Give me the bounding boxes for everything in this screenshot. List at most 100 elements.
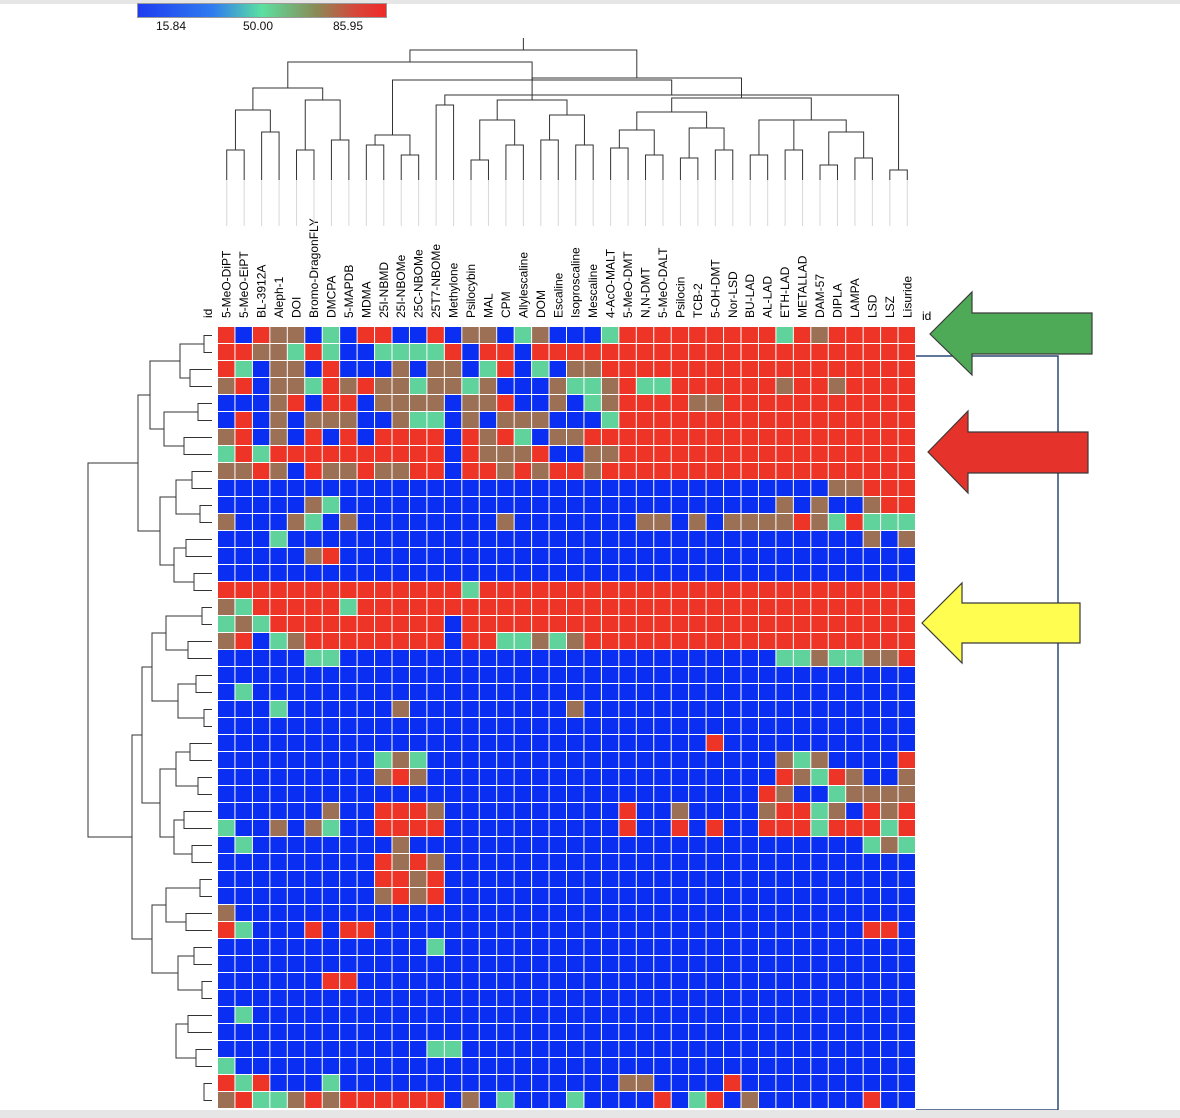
heatmap-cell — [793, 412, 811, 428]
heatmap-cell — [549, 667, 566, 683]
heatmap-cell — [252, 565, 270, 581]
heatmap-cell — [462, 854, 479, 870]
heatmap-cell — [846, 497, 863, 513]
heatmap-cell — [689, 480, 706, 496]
heatmap-cell — [270, 514, 287, 530]
heatmap-cell — [828, 327, 846, 343]
heatmap-cell — [427, 344, 444, 360]
dendrogram-link — [409, 49, 638, 78]
heatmap-cell — [218, 786, 235, 802]
column-label: 25I-NBMD — [377, 262, 391, 318]
heatmap-cell — [218, 939, 235, 955]
heatmap-cell — [287, 633, 305, 649]
heatmap-cell — [741, 1024, 758, 1040]
heatmap-cell — [567, 871, 584, 887]
heatmap-cell — [479, 1041, 497, 1057]
column-label: TCB-2 — [691, 283, 705, 318]
heatmap-cell — [427, 752, 444, 768]
heatmap-cell — [322, 769, 340, 785]
heatmap-cell — [741, 1007, 758, 1023]
heatmap-cell — [828, 582, 846, 598]
heatmap-cell — [409, 514, 427, 530]
heatmap-cell — [811, 973, 828, 989]
heatmap-cell — [462, 480, 479, 496]
heatmap-cell — [724, 888, 741, 904]
heatmap-cell — [409, 480, 427, 496]
heatmap-cell — [881, 548, 898, 564]
heatmap-cell — [340, 1092, 357, 1108]
heatmap-cell — [601, 973, 619, 989]
heatmap-cell — [898, 514, 915, 530]
heatmap-cell — [811, 803, 828, 819]
heatmap-cell — [287, 616, 305, 632]
heatmap-cell — [235, 1075, 252, 1091]
heatmap-cell — [654, 786, 671, 802]
heatmap-cell — [252, 667, 270, 683]
heatmap-cell — [532, 922, 549, 938]
heatmap-cell — [741, 922, 758, 938]
heatmap-cell — [689, 905, 706, 921]
heatmap-cell — [601, 1007, 619, 1023]
heatmap-cell — [287, 956, 305, 972]
heatmap-cell — [497, 990, 514, 1006]
heatmap-cell — [235, 463, 252, 479]
heatmap-cell — [881, 633, 898, 649]
heatmap-cell — [479, 752, 497, 768]
heatmap-cell — [218, 684, 235, 700]
heatmap-cell — [322, 1075, 340, 1091]
heatmap-cell — [758, 752, 776, 768]
heatmap-cell — [270, 684, 287, 700]
heatmap-cell — [584, 1092, 601, 1108]
yellow-arrow — [921, 581, 1081, 665]
heatmap-cell — [462, 922, 479, 938]
heatmap-cell — [444, 327, 462, 343]
heatmap-cell — [392, 1024, 409, 1040]
heatmap-cell — [881, 344, 898, 360]
heatmap-cell — [654, 837, 671, 853]
heatmap-cell — [898, 1075, 915, 1091]
heatmap-cell — [898, 718, 915, 734]
heatmap-cell — [741, 718, 758, 734]
heatmap-cell — [584, 548, 601, 564]
dendrogram-link — [185, 539, 212, 557]
heatmap-cell — [549, 497, 566, 513]
heatmap-cell — [444, 1092, 462, 1108]
dendrogram-link — [175, 1023, 196, 1059]
heatmap-cell — [427, 1075, 444, 1091]
heatmap-cell — [898, 854, 915, 870]
heatmap-cell — [584, 667, 601, 683]
heatmap-cell — [322, 633, 340, 649]
heatmap-cell — [793, 327, 811, 343]
heatmap-cell — [357, 905, 375, 921]
heatmap-cell — [532, 803, 549, 819]
heatmap-cell — [218, 803, 235, 819]
heatmap-cell — [793, 548, 811, 564]
heatmap-cell — [601, 463, 619, 479]
green-arrow — [929, 290, 1093, 377]
heatmap-cell — [811, 820, 828, 836]
heatmap-cell — [776, 735, 793, 751]
heatmap-cell — [270, 922, 287, 938]
heatmap-cell — [427, 1024, 444, 1040]
heatmap-cell — [601, 718, 619, 734]
heatmap-cell — [340, 412, 357, 428]
heatmap-cell — [741, 497, 758, 513]
heatmap-cell — [654, 820, 671, 836]
dendrogram-link — [714, 149, 734, 180]
heatmap-cell — [601, 327, 619, 343]
heatmap-cell — [671, 1007, 689, 1023]
heatmap-cell — [898, 616, 915, 632]
heatmap-cell — [636, 327, 654, 343]
heatmap-cell — [706, 769, 724, 785]
heatmap-cell — [828, 463, 846, 479]
heatmap-cell — [252, 616, 270, 632]
heatmap-cell — [601, 752, 619, 768]
column-label: LSD — [865, 294, 879, 318]
heatmap-cell — [549, 888, 566, 904]
heatmap-cell — [497, 837, 514, 853]
heatmap-cell — [497, 633, 514, 649]
heatmap-cell — [776, 956, 793, 972]
heatmap-cell — [863, 939, 881, 955]
heatmap-cell — [287, 888, 305, 904]
heatmap-cell — [619, 616, 636, 632]
